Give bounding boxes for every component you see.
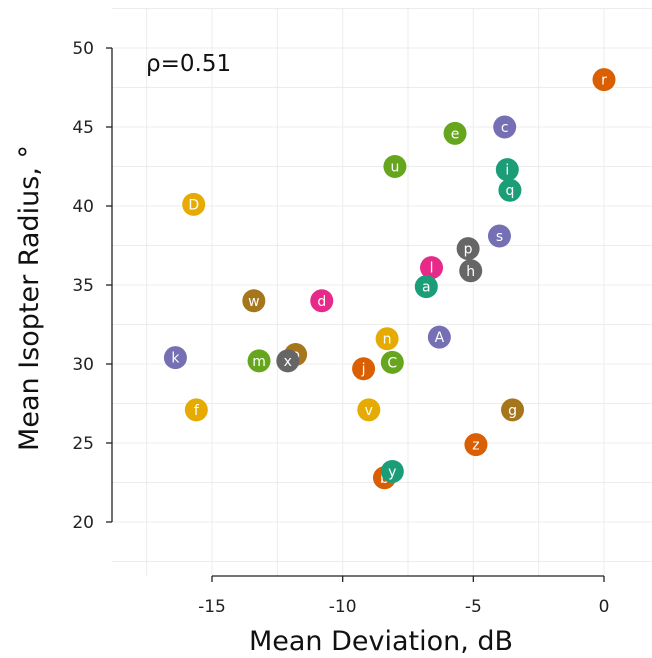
point-label: j: [361, 362, 366, 378]
y-tick-label: 35: [72, 276, 94, 296]
x-tick-label: -15: [198, 597, 226, 617]
point-label: e: [451, 126, 460, 142]
point-marker: [182, 192, 206, 216]
data-point: p: [456, 237, 480, 261]
data-point: a: [414, 275, 438, 299]
x-tick-label: 0: [599, 597, 610, 617]
data-point: C: [380, 350, 404, 374]
axes: [106, 47, 605, 582]
point-label: h: [466, 264, 475, 280]
y-tick-label: 50: [72, 39, 94, 59]
point-label: l: [430, 261, 434, 277]
data-point: r: [592, 68, 616, 92]
y-tick-label: 20: [72, 513, 94, 533]
point-marker: [375, 327, 399, 351]
point-label: A: [435, 330, 445, 346]
y-tick-label: 25: [72, 434, 94, 454]
point-marker: [310, 289, 334, 313]
point-marker: [456, 237, 480, 261]
data-point: u: [383, 155, 407, 178]
point-label: f: [194, 403, 200, 419]
point-label: i: [505, 163, 509, 179]
point-label: n: [383, 332, 392, 348]
data-point: f: [184, 398, 208, 422]
data-point: c: [493, 115, 517, 139]
data-point: l: [420, 256, 444, 280]
data-point: g: [501, 398, 525, 422]
point-label: d: [317, 294, 326, 310]
point-marker: [487, 224, 511, 248]
point-marker: [163, 346, 187, 370]
point-label: q: [505, 183, 514, 199]
tick-labels: -15 -10 -5 0 20 25 30 35 40 45 50: [72, 39, 609, 617]
point-marker: [420, 256, 444, 280]
point-label: y: [388, 464, 396, 480]
point-marker: [501, 398, 525, 422]
data-point: v: [357, 398, 381, 422]
point-label: z: [472, 438, 479, 454]
point-label: w: [248, 294, 259, 310]
point-marker: [380, 350, 404, 374]
point-label: m: [252, 354, 266, 370]
point-marker: [464, 433, 488, 457]
x-axis-title: Mean Deviation, dB: [249, 626, 513, 657]
data-point: k: [163, 346, 187, 370]
data-point: q: [498, 178, 522, 202]
data-point: w: [242, 289, 266, 313]
x-tick-label: -5: [465, 597, 482, 617]
y-tick-label: 45: [72, 118, 94, 138]
point-marker: [459, 259, 483, 283]
y-tick-label: 40: [72, 197, 94, 217]
data-point: m: [247, 349, 271, 373]
point-marker: [357, 398, 381, 422]
point-marker: [495, 158, 519, 182]
data-point: x: [276, 349, 300, 373]
data-point: z: [464, 433, 488, 457]
point-label: p: [464, 242, 473, 258]
data-point: h: [459, 259, 483, 283]
point-label: g: [508, 403, 517, 419]
y-tick-label: 30: [72, 355, 94, 375]
data-point: j: [352, 357, 376, 381]
data-point: n: [375, 327, 399, 351]
data-point: d: [310, 289, 334, 313]
point-marker: [184, 398, 208, 422]
point-label: s: [496, 229, 503, 245]
y-axis-title: Mean Isopter Radius, °: [14, 145, 45, 451]
point-marker: [493, 115, 517, 139]
point-marker: [498, 178, 522, 202]
point-marker: [242, 289, 266, 313]
point-marker: [443, 121, 467, 145]
data-points: rceuiqDsplhawdAnkoxmCjfvgzby: [163, 68, 616, 490]
point-label: a: [422, 280, 431, 296]
point-marker: [247, 349, 271, 373]
data-point: e: [443, 121, 467, 145]
point-marker: [276, 349, 300, 373]
point-marker: [592, 68, 616, 92]
point-marker: [414, 275, 438, 299]
point-label: u: [390, 160, 399, 176]
data-point: i: [495, 158, 519, 182]
data-point: y: [380, 459, 404, 483]
point-marker: [383, 155, 407, 178]
point-label: c: [501, 120, 509, 136]
point-marker: [380, 459, 404, 483]
point-label: C: [387, 355, 397, 371]
correlation-annotation: ρ=0.51: [146, 51, 231, 77]
point-label: D: [188, 197, 199, 213]
point-marker: [427, 325, 451, 349]
grid-lines: [112, 8, 652, 576]
point-label: x: [284, 354, 292, 370]
data-point: s: [487, 224, 511, 248]
point-marker: [352, 357, 376, 381]
point-label: v: [365, 403, 373, 419]
x-tick-label: -10: [329, 597, 357, 617]
point-label: k: [171, 351, 180, 367]
data-point: D: [182, 192, 206, 216]
point-label: r: [601, 73, 607, 89]
data-point: A: [427, 325, 451, 349]
